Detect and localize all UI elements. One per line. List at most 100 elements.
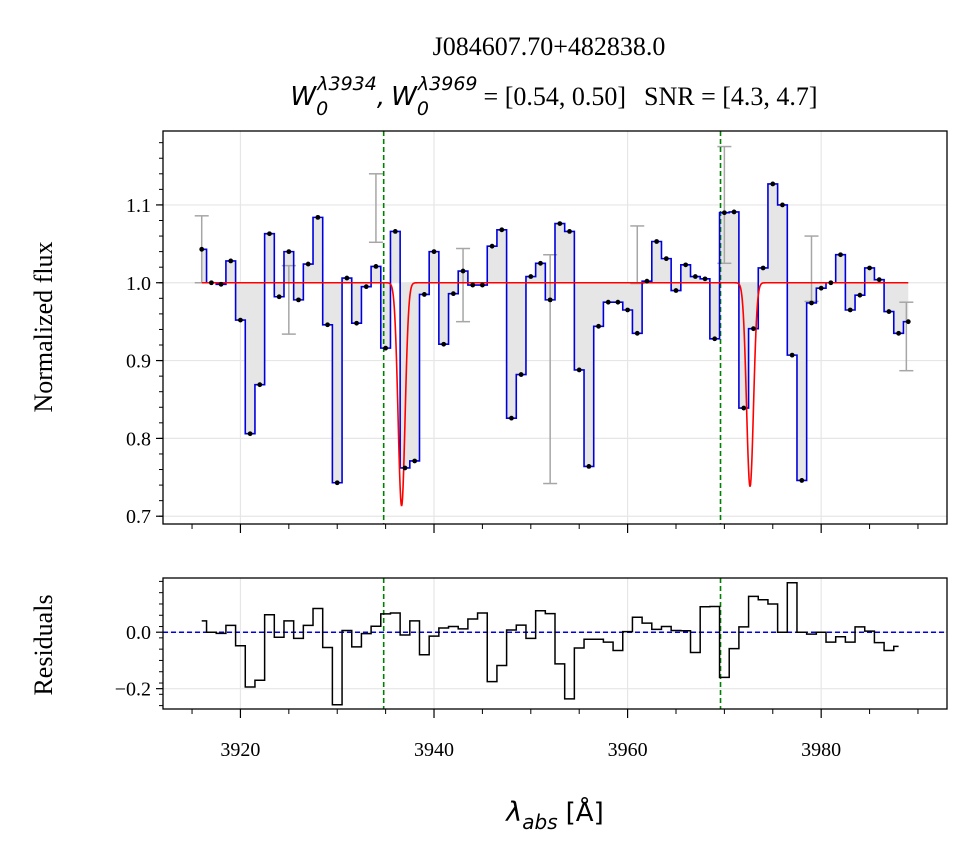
flux-point	[257, 382, 263, 388]
flux-point	[654, 239, 660, 244]
flux-points	[199, 181, 911, 486]
title-w-values: = [0.54, 0.50]	[484, 82, 626, 111]
flux-point	[383, 345, 389, 351]
flux-point	[218, 281, 224, 287]
flux-point	[847, 307, 853, 313]
flux-point	[431, 249, 437, 255]
flux-point	[296, 297, 301, 303]
residuals-step-line	[201, 582, 899, 706]
flux-point	[499, 227, 505, 233]
flux-point	[199, 246, 205, 252]
flux-point	[644, 278, 650, 284]
flux-errorbars	[194, 145, 914, 485]
xlabel-unit: [Å]	[566, 796, 604, 828]
flux-point	[228, 258, 234, 264]
title-w-symbol: W	[290, 82, 317, 112]
residuals-frame	[162, 577, 948, 710]
spectrum-grid	[163, 131, 947, 524]
ytick-label: 0.0	[126, 622, 151, 644]
flux-point	[315, 214, 321, 220]
flux-point	[867, 265, 872, 271]
flux-point	[857, 292, 863, 298]
flux-point	[528, 274, 534, 279]
xtick-label: 3980	[801, 739, 841, 761]
spectrum-ticks: 0.7 0.8 0.9 1.0 1.1	[126, 142, 919, 533]
title-w-sub-1: 0	[316, 98, 328, 120]
model-line	[201, 281, 909, 507]
title-w-sup-1: λ3934	[316, 73, 377, 95]
flux-deviation-fill	[201, 183, 909, 483]
flux-point	[576, 367, 582, 373]
residuals-panel: 0.0 −0.2 3920 3940 3960 3980 Residuals	[29, 577, 948, 761]
chart-title-line2: W0λ3934, W0λ3969 = [0.54, 0.50] SNR = [4.3,…	[290, 73, 817, 120]
flux-fill-area	[201, 183, 909, 483]
flux-point	[354, 320, 359, 326]
ytick-label: 0.8	[126, 428, 151, 450]
flux-point	[392, 228, 398, 234]
flux-point	[673, 288, 679, 293]
flux-point	[247, 431, 253, 437]
flux-point	[441, 341, 447, 347]
xtick-label: 3920	[220, 739, 260, 761]
chart-title-line1: J084607.70+482838.0	[433, 32, 666, 61]
flux-point	[402, 465, 408, 471]
flux-point	[625, 307, 630, 313]
residual-line-center-markers	[382, 578, 722, 709]
flux-point	[363, 284, 369, 290]
flux-point	[489, 243, 495, 249]
flux-point	[896, 330, 902, 336]
flux-point	[741, 405, 747, 411]
flux-point	[557, 221, 563, 227]
flux-point	[615, 299, 621, 305]
xlabel-symbol: λ	[504, 797, 522, 828]
errorbar-2	[368, 173, 383, 244]
flux-point	[267, 231, 272, 237]
flux-point	[760, 265, 766, 271]
flux-point	[702, 276, 708, 282]
flux-point	[460, 268, 466, 274]
flux-point	[683, 262, 689, 268]
flux-point	[789, 352, 795, 358]
xlabel-sub: abs	[522, 810, 557, 834]
flux-point	[412, 458, 418, 464]
x-axis-label: λabs [Å]	[504, 796, 603, 834]
flux-point	[731, 209, 737, 215]
flux-point	[334, 480, 340, 486]
flux-point	[276, 294, 282, 300]
flux-point	[818, 285, 824, 291]
flux-point	[344, 275, 350, 281]
residual-line	[201, 582, 899, 706]
flux-point	[470, 282, 476, 288]
flux-point	[905, 319, 911, 325]
flux-line	[201, 183, 909, 484]
flux-point	[809, 300, 814, 306]
title-w-sup-2: λ3969	[417, 73, 478, 95]
ytick-label: 1.1	[126, 195, 151, 217]
flux-point	[373, 264, 379, 269]
flux-point	[751, 326, 756, 332]
title-w-comma: ,	[377, 82, 385, 112]
xtick-label: 3940	[414, 739, 454, 761]
flux-point	[838, 252, 843, 258]
title-w-sub-2: 0	[417, 98, 429, 120]
flux-point	[480, 282, 485, 288]
flux-point	[770, 181, 776, 187]
flux-point	[325, 322, 330, 328]
flux-point	[305, 261, 311, 267]
flux-point	[692, 274, 698, 279]
flux-point	[518, 372, 524, 377]
flux-point	[799, 478, 805, 483]
flux-point	[450, 291, 456, 297]
flux-point	[634, 330, 640, 336]
flux-point	[663, 256, 669, 262]
flux-point	[509, 415, 514, 421]
flux-point	[286, 249, 292, 255]
flux-point	[567, 228, 572, 234]
spectrum-frame	[162, 130, 948, 525]
line-center-markers	[382, 131, 722, 524]
flux-point	[828, 280, 834, 286]
ytick-label: 1.0	[126, 273, 151, 295]
ytick-label: −0.2	[115, 679, 151, 701]
flux-point	[721, 210, 727, 216]
